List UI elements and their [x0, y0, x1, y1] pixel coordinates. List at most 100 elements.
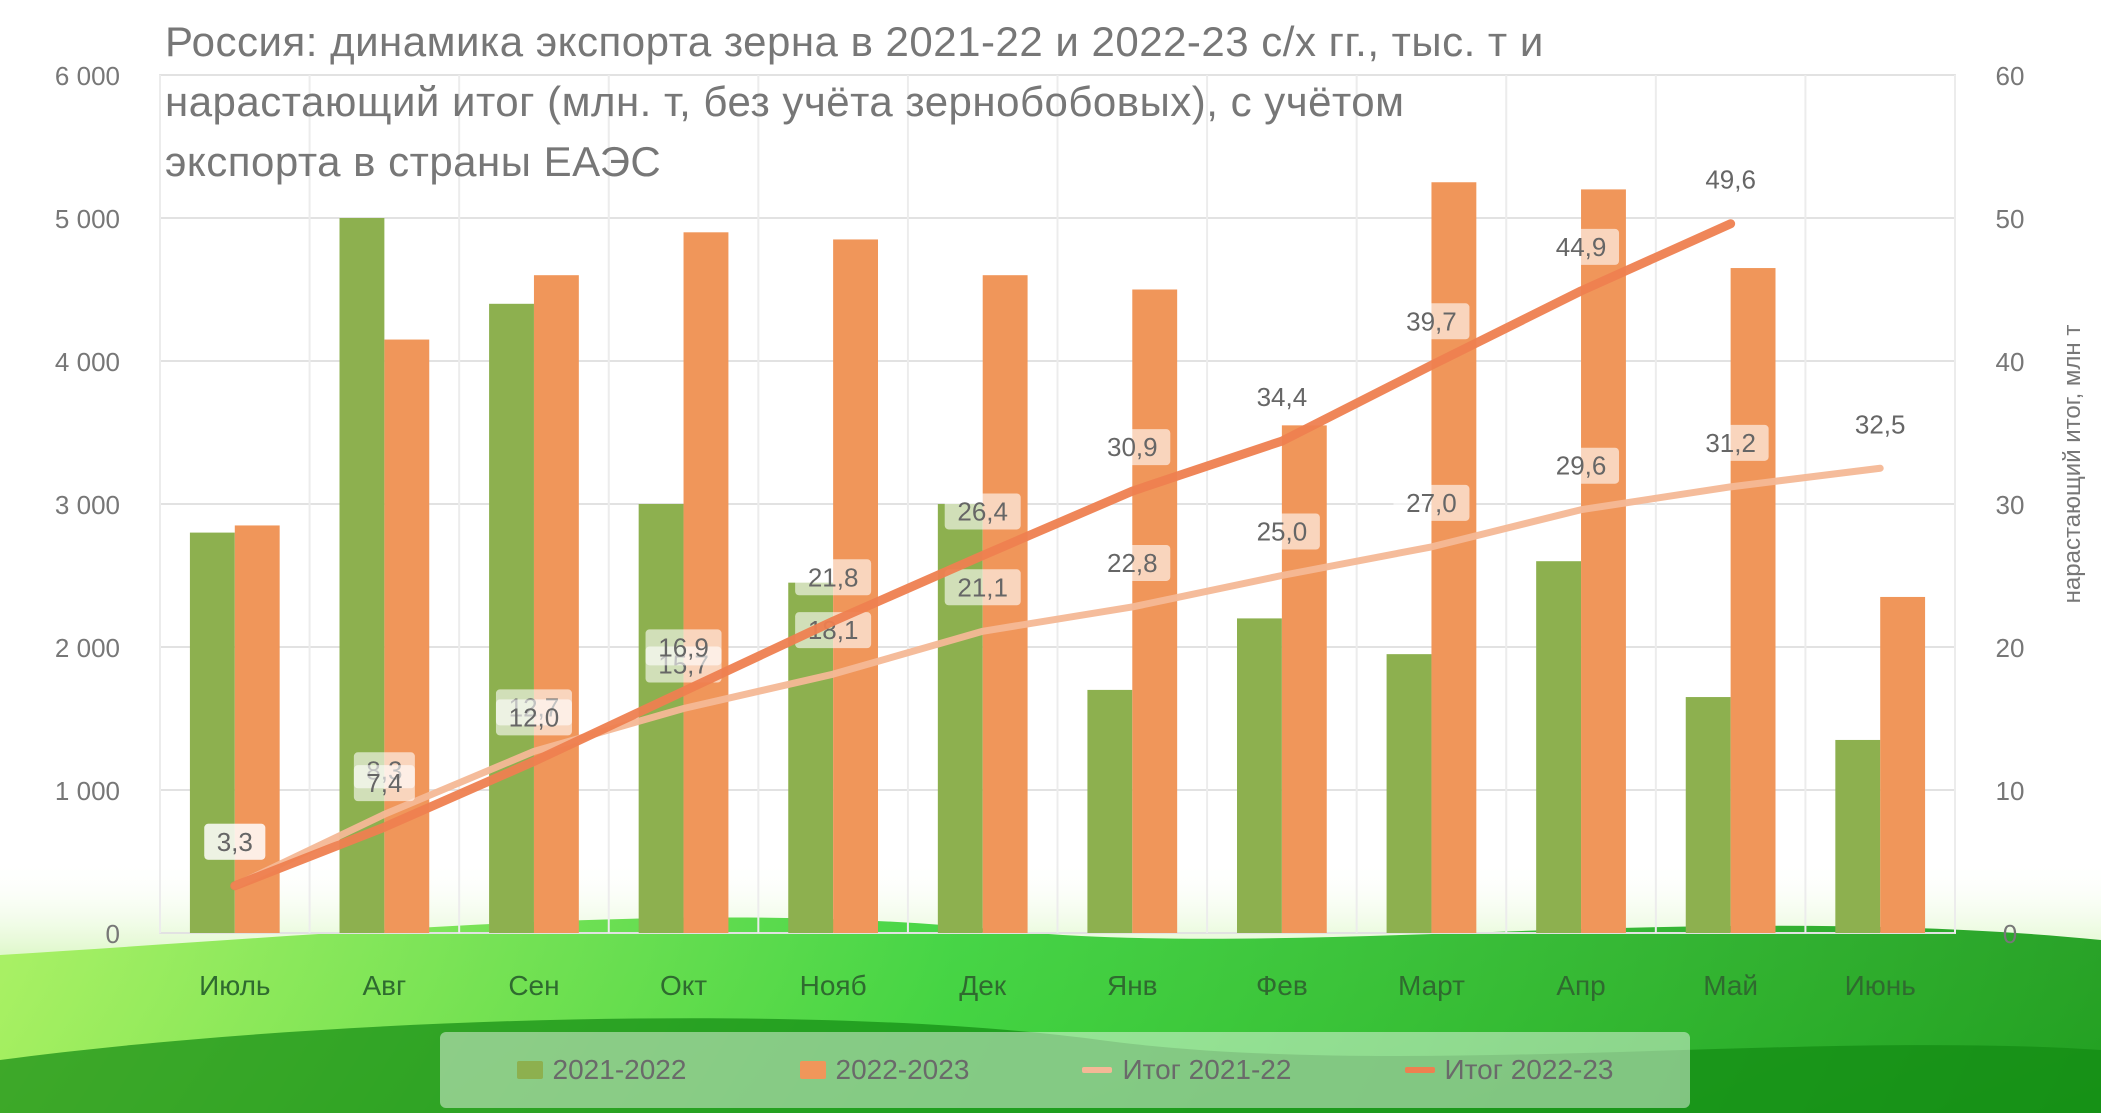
data-label-Итог 2021-22: 22,8	[1107, 548, 1158, 578]
data-label-bg	[1243, 379, 1320, 416]
category-label: Окт	[660, 970, 707, 1001]
left-tick-label: 0	[106, 919, 120, 949]
data-label-Итог 2021-22: 21,1	[957, 572, 1008, 602]
category-label: Дек	[959, 970, 1007, 1001]
data-label-bg	[353, 765, 415, 802]
left-tick-label: 2 000	[55, 633, 120, 663]
legend-item-2022-2023: 2022-2023	[799, 1054, 970, 1086]
chart-legend: 2021-2022 2022-2023 Итог 2021-22 Итог 20…	[440, 1032, 1690, 1108]
data-label-bg	[1692, 161, 1769, 198]
left-tick-label: 1 000	[55, 776, 120, 806]
bar-2022-2023-Март	[1431, 182, 1477, 933]
bar-2022-2023-Июнь	[1880, 596, 1926, 933]
legend-swatch-2022-2023	[799, 1061, 826, 1079]
data-label-bg	[1543, 447, 1620, 484]
legend-item-2021-2022: 2021-2022	[516, 1054, 687, 1086]
right-tick-label: 0	[2003, 919, 2017, 949]
category-label: Апр	[1556, 970, 1605, 1001]
right-tick-label: 40	[1996, 347, 2025, 377]
data-label-Итог 2022-23: 30,9	[1107, 432, 1158, 462]
data-label-bg	[1692, 424, 1769, 461]
category-label: Фев	[1256, 970, 1308, 1001]
bar-2022-2023-Сен	[533, 275, 579, 933]
data-label-bg	[795, 559, 872, 596]
data-label-Итог 2022-23: 3,3	[217, 827, 253, 857]
data-label-Итог 2022-23: 21,8	[808, 562, 859, 592]
category-label: Сен	[508, 970, 559, 1001]
data-label-Итог 2021-22: 27,0	[1406, 488, 1457, 518]
legend-item-total-2022-23: Итог 2022-23	[1404, 1054, 1614, 1086]
left-tick-label: 5 000	[55, 204, 120, 234]
data-label-bg	[944, 493, 1021, 530]
left-tick-label: 4 000	[55, 347, 120, 377]
data-label-bg	[795, 612, 872, 649]
bar-2021-2022-Янв	[1087, 689, 1133, 933]
legend-label-2022-2023: 2022-2023	[835, 1054, 970, 1085]
bar-2021-2022-Март	[1386, 654, 1432, 933]
category-label: Июль	[199, 970, 270, 1001]
line-Итог 2022-23	[230, 219, 1736, 891]
data-label-Итог 2022-23: 49,6	[1705, 165, 1756, 195]
left-tick-label: 6 000	[55, 61, 120, 91]
left-tick-label: 3 000	[55, 490, 120, 520]
bar-2022-2023-Апр	[1581, 189, 1626, 933]
data-label-bg	[1094, 544, 1171, 581]
right-tick-label: 50	[1996, 204, 2025, 234]
legend-swatch-2021-2022	[516, 1061, 543, 1079]
bar-2021-2022-Июнь	[1835, 739, 1881, 933]
data-label-Итог 2022-23: 26,4	[957, 496, 1008, 526]
right-tick-label: 30	[1996, 490, 2025, 520]
category-label: Авг	[362, 970, 406, 1001]
cumulative-lines: 3,38,312,715,718,121,122,825,027,029,631…	[204, 161, 1919, 891]
data-label-bg	[495, 699, 572, 736]
chart-title-line-2: нарастающий итог (млн. т, без учёта зерн…	[165, 78, 1405, 125]
bar-2021-2022-Июль	[189, 532, 235, 933]
bar-2022-2023-Фев	[1281, 425, 1327, 933]
data-label-Итог 2021-22: 31,2	[1705, 428, 1756, 458]
data-label-Итог 2021-22: 32,5	[1855, 409, 1906, 439]
right-tick-label: 10	[1996, 776, 2025, 806]
data-label-bg	[204, 823, 266, 860]
legend-label-2021-2022: 2021-2022	[552, 1054, 687, 1085]
right-tick-label: 60	[1996, 61, 2025, 91]
category-label: Июнь	[1845, 970, 1916, 1001]
legend-label-total-2022-23: Итог 2022-23	[1444, 1054, 1614, 1085]
category-label: Март	[1398, 970, 1465, 1001]
chart-title-line-1: Россия: динамика экспорта зерна в 2021-2…	[165, 18, 1544, 65]
category-label: Май	[1703, 970, 1758, 1001]
data-label-bg	[1543, 228, 1620, 265]
legend-label-total-2021-22: Итог 2021-22	[1122, 1054, 1292, 1085]
bar-2021-2022-Апр	[1536, 561, 1582, 933]
axes: 0 1 000 2 000 3 000 4 000 5 000 6 000 0 10 20 30 40…	[55, 61, 2086, 1001]
right-axis-label: нарастающий итог, млн т	[2059, 325, 2086, 604]
data-label-Итог 2021-22: 25,0	[1257, 517, 1308, 547]
bar-2021-2022-Фев	[1237, 618, 1282, 933]
bar-2022-2023-Окт	[683, 232, 729, 934]
line-Итог 2021-22	[231, 464, 1884, 890]
bar-2022-2023-Авг	[384, 339, 430, 933]
bar-2021-2022-Сен	[489, 303, 534, 933]
legend-item-total-2021-22: Итог 2021-22	[1082, 1054, 1291, 1086]
data-label-Итог 2022-23: 12,0	[509, 702, 560, 732]
data-label-bg	[1393, 303, 1470, 340]
bar-2022-2023-Янв	[1132, 289, 1178, 933]
data-label-bg	[944, 569, 1021, 606]
bar-2021-2022-Авг	[339, 218, 385, 933]
legend-swatch-total-2022-23	[1404, 1067, 1435, 1073]
data-label-bg	[1393, 484, 1470, 521]
data-label-Итог 2022-23: 44,9	[1556, 232, 1607, 262]
bar-2022-2023-Май	[1730, 268, 1776, 933]
data-label-Итог 2022-23: 39,7	[1406, 306, 1457, 336]
category-label: Янв	[1107, 970, 1158, 1001]
data-label-bg	[645, 629, 722, 666]
right-tick-label: 20	[1996, 633, 2025, 663]
data-label-bg	[1094, 429, 1171, 466]
chart-title-line-3: экспорта в страны ЕАЭС	[165, 138, 662, 185]
data-label-bg	[1243, 513, 1320, 550]
bar-2021-2022-Май	[1685, 697, 1731, 933]
legend-swatch-total-2021-22	[1082, 1067, 1113, 1073]
data-label-Итог 2022-23: 16,9	[658, 632, 709, 662]
gridlines	[159, 74, 1956, 934]
data-label-Итог 2022-23: 7,4	[366, 768, 402, 798]
